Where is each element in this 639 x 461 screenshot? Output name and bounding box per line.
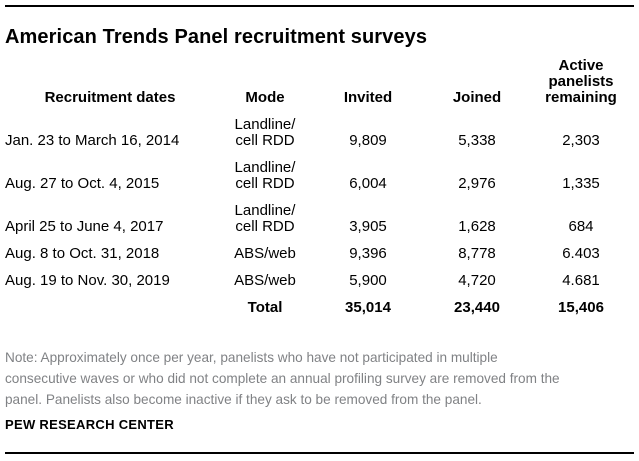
cell-dates: Aug. 27 to Oct. 4, 2015 — [5, 175, 160, 192]
table-row: Aug. 8 to Oct. 31, 2018 ABS/web 9,396 8,… — [5, 246, 634, 262]
cell-mode: ABS/web — [234, 245, 296, 262]
column-header-joined: Joined — [452, 89, 502, 106]
cell-mode: Landline/ cell RDD — [234, 159, 296, 192]
cell-joined: 1,628 — [458, 218, 496, 235]
cell-dates: Aug. 19 to Nov. 30, 2019 — [5, 272, 170, 289]
cell-joined: 8,778 — [458, 245, 496, 262]
note-text: Note: Approximately once per year, panel… — [5, 350, 560, 407]
total-invited: 35,014 — [345, 299, 391, 316]
total-active: 15,406 — [558, 299, 604, 316]
cell-dates: Aug. 8 to Oct. 31, 2018 — [5, 245, 160, 262]
column-header-invited: Invited — [343, 89, 393, 106]
cell-active: 1,335 — [562, 175, 600, 192]
cell-active: 6.403 — [562, 245, 600, 262]
column-header-mode: Mode — [245, 89, 285, 106]
column-header-active-panelists-remaining: Active panelists remaining — [545, 57, 617, 106]
table-row: Jan. 23 to March 16, 2014 Landline/ cell… — [5, 117, 634, 149]
cell-dates: Jan. 23 to March 16, 2014 — [5, 132, 180, 149]
cell-active: 2,303 — [562, 132, 600, 149]
cell-mode: ABS/web — [234, 272, 296, 289]
cell-joined: 5,338 — [458, 132, 496, 149]
total-joined: 23,440 — [454, 299, 500, 316]
table-header-row: Recruitment dates Mode Invited Joined Ac… — [5, 58, 634, 106]
column-header-recruitment-dates: Recruitment dates — [44, 89, 176, 106]
page-title: American Trends Panel recruitment survey… — [5, 26, 428, 48]
cell-invited: 5,900 — [349, 272, 387, 289]
cell-mode: Landline/ cell RDD — [234, 202, 296, 235]
table-total-row: Total 35,014 23,440 15,406 — [5, 300, 634, 316]
cell-joined: 4,720 — [458, 272, 496, 289]
bottom-rule — [5, 452, 634, 454]
recruitment-table: Recruitment dates Mode Invited Joined Ac… — [5, 58, 634, 316]
cell-invited: 9,809 — [349, 132, 387, 149]
source-label: PEW RESEARCH CENTER — [5, 417, 174, 432]
table-row: Aug. 27 to Oct. 4, 2015 Landline/ cell R… — [5, 160, 634, 192]
table-row: April 25 to June 4, 2017 Landline/ cell … — [5, 203, 634, 235]
table-row: Aug. 19 to Nov. 30, 2019 ABS/web 5,900 4… — [5, 273, 634, 289]
cell-active: 4.681 — [562, 272, 600, 289]
total-label: Total — [247, 299, 283, 316]
cell-dates: April 25 to June 4, 2017 — [5, 218, 164, 235]
cell-joined: 2,976 — [458, 175, 496, 192]
top-rule — [5, 5, 634, 7]
cell-invited: 9,396 — [349, 245, 387, 262]
cell-mode: Landline/ cell RDD — [234, 116, 296, 149]
cell-active: 684 — [568, 218, 594, 235]
cell-invited: 3,905 — [349, 218, 387, 235]
cell-invited: 6,004 — [349, 175, 387, 192]
